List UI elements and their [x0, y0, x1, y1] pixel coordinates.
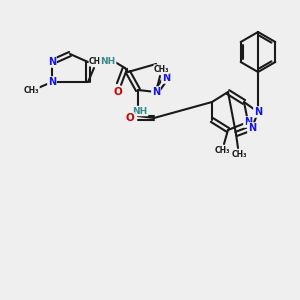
Text: NH: NH [100, 56, 116, 65]
Text: NH: NH [132, 106, 148, 116]
Text: CH₃: CH₃ [154, 65, 170, 74]
Text: N: N [48, 57, 56, 67]
Text: N: N [152, 87, 160, 97]
Text: O: O [114, 87, 122, 97]
Text: N: N [48, 77, 56, 87]
Text: N: N [162, 73, 170, 83]
Text: N: N [244, 117, 252, 127]
Text: N: N [248, 123, 256, 133]
Text: CH₃: CH₃ [214, 146, 230, 155]
Text: N: N [254, 107, 262, 117]
Text: O: O [126, 113, 134, 123]
Text: CH₃: CH₃ [231, 150, 247, 159]
Text: CH₃: CH₃ [89, 57, 104, 66]
Text: CH₃: CH₃ [24, 86, 39, 95]
